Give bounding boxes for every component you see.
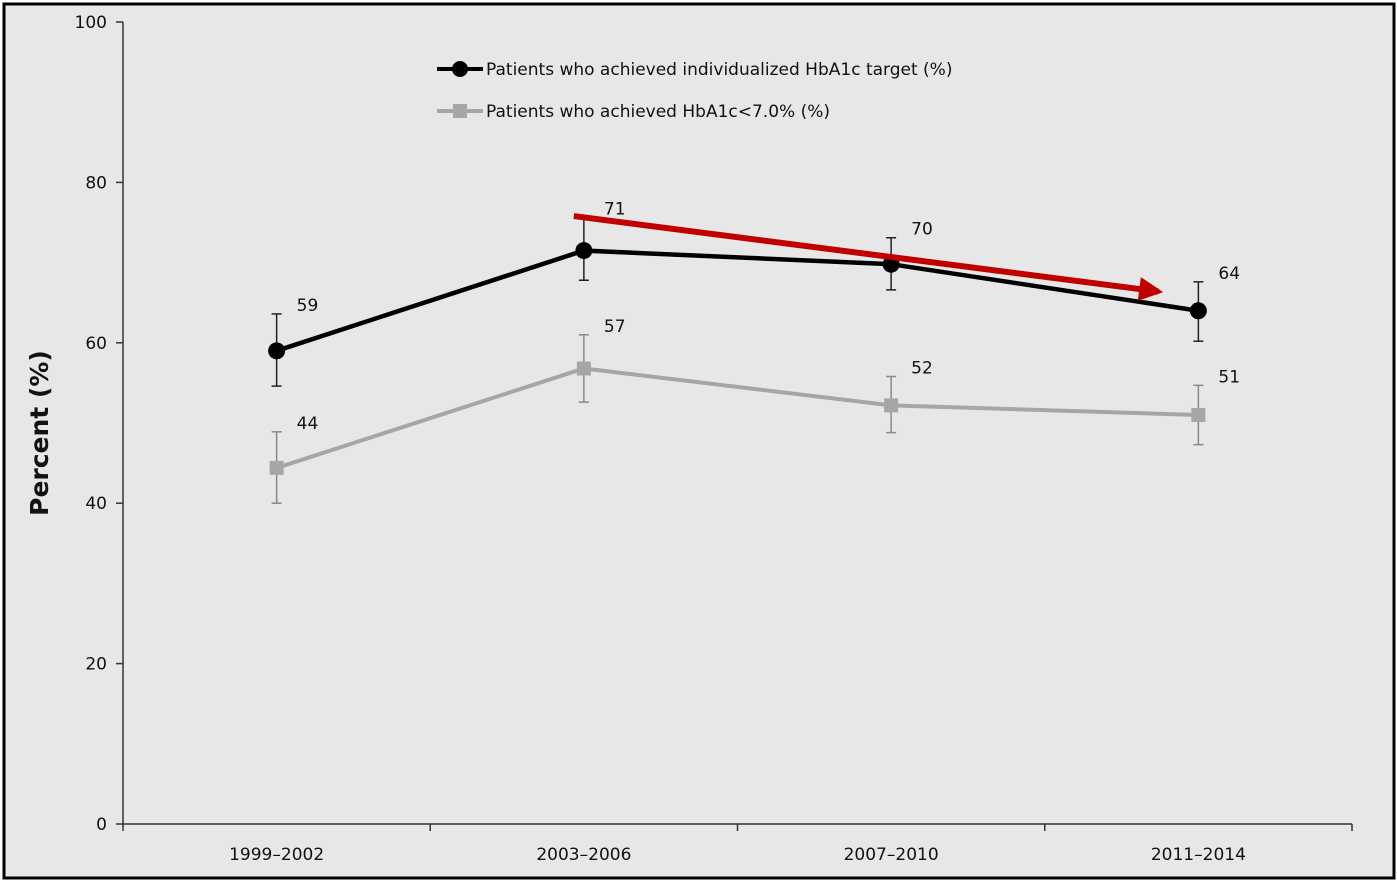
data-label: 64	[1218, 264, 1240, 284]
legend-entry-2: Patients who achieved HbA1c<7.0% (%)	[437, 102, 830, 122]
data-label: 52	[911, 358, 933, 378]
data-point	[576, 361, 591, 376]
data-label: 57	[604, 317, 626, 337]
series-line	[276, 366, 1199, 470]
x-tick-label: 2007–2010	[844, 845, 939, 865]
legend-label: Patients who achieved individualized HbA…	[486, 60, 952, 80]
data-label: 71	[604, 200, 626, 220]
y-tick-label: 60	[85, 334, 107, 354]
data-label: 44	[297, 414, 319, 434]
data-point	[268, 342, 286, 360]
y-tick-label: 0	[96, 815, 107, 835]
series-1: 59 71 70 64	[268, 200, 1240, 387]
data-point	[884, 398, 899, 413]
data-label: 59	[297, 296, 319, 316]
x-tick-label: 2003–2006	[536, 845, 631, 865]
data-point	[1189, 302, 1207, 320]
y-tick-label: 40	[85, 494, 107, 514]
y-tick-label: 100	[75, 13, 107, 33]
legend-entry-1: Patients who achieved individualized HbA…	[437, 60, 952, 80]
legend-marker	[453, 104, 467, 118]
data-point	[1191, 407, 1206, 422]
legend-marker	[452, 61, 468, 77]
y-axis-title: Percent (%)	[25, 350, 54, 516]
x-tick-label: 1999–2002	[229, 845, 324, 865]
y-tick-label: 80	[85, 173, 107, 193]
data-label: 51	[1218, 367, 1240, 387]
data-point	[575, 242, 593, 260]
series-2: 44 57 52 51	[269, 317, 1240, 504]
x-tick-label: 2011–2014	[1151, 845, 1246, 865]
legend-label: Patients who achieved HbA1c<7.0% (%)	[486, 102, 830, 122]
data-point	[269, 460, 284, 475]
series-line	[275, 248, 1199, 353]
data-label: 70	[911, 220, 933, 240]
trend-arrow	[573, 213, 1164, 301]
y-tick-label: 20	[85, 655, 107, 675]
